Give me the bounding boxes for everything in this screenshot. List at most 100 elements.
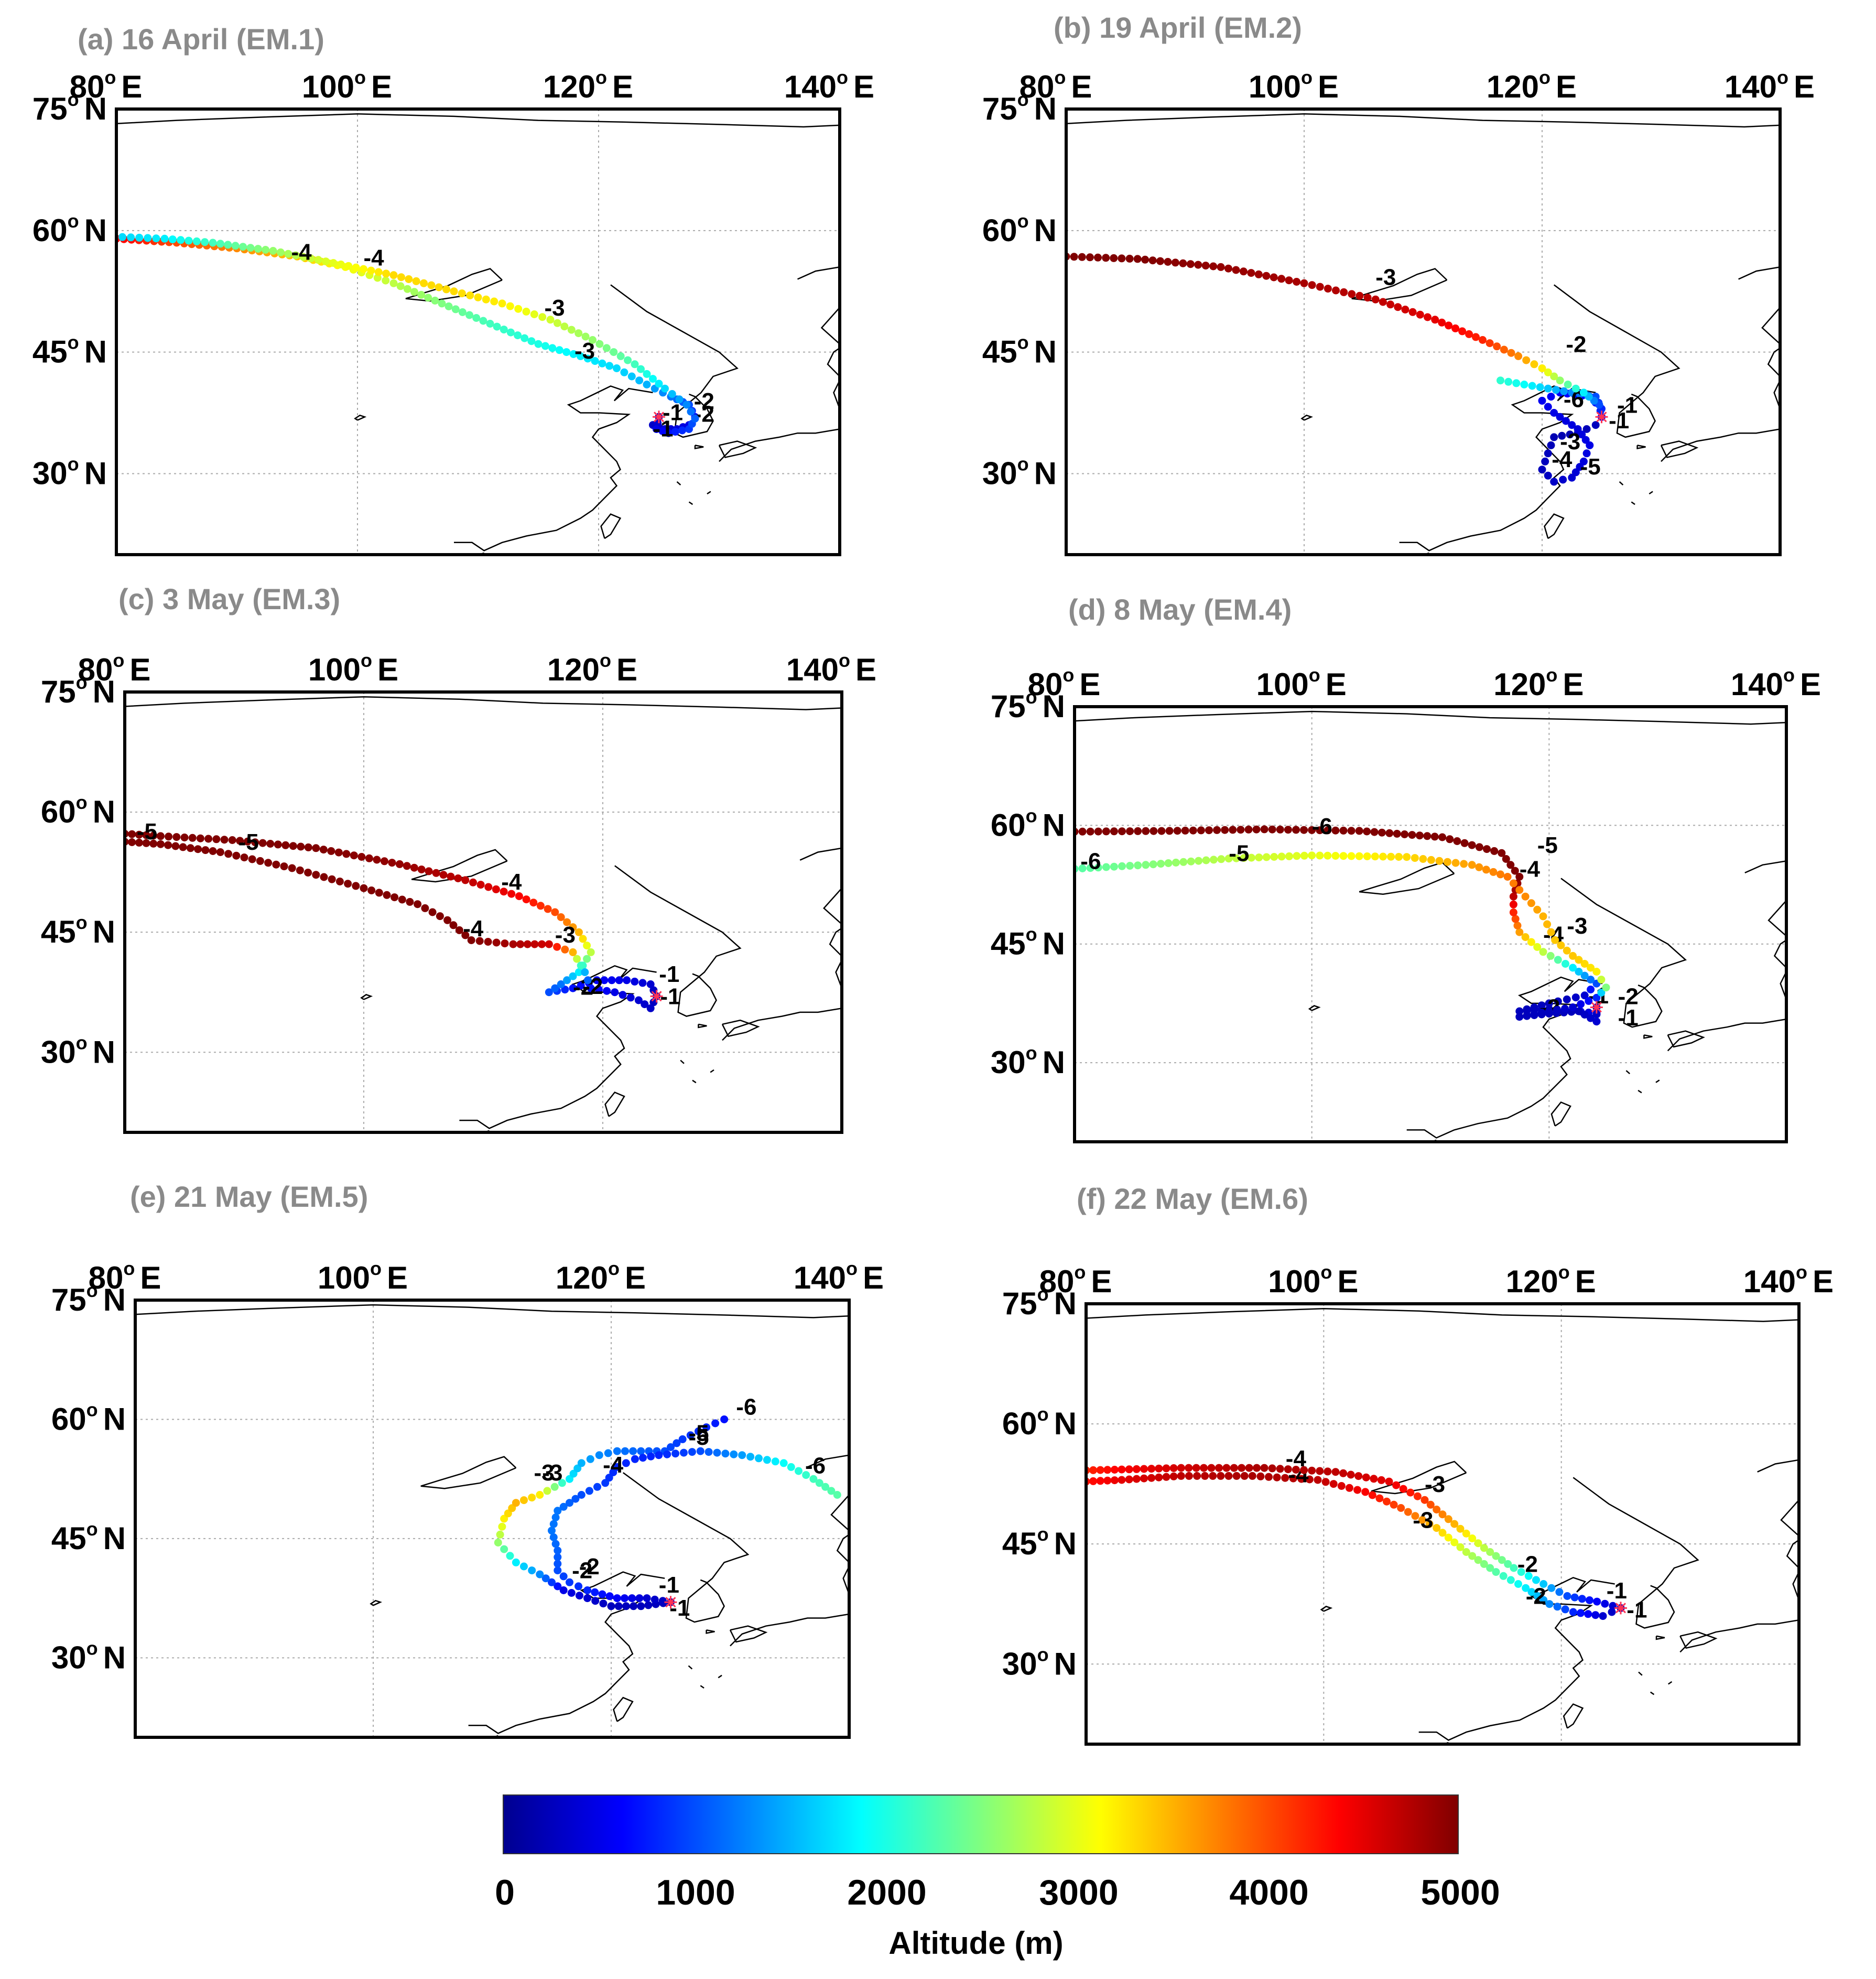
trajectory-point — [1262, 853, 1271, 861]
trajectory-point — [1300, 826, 1308, 834]
trajectory-point — [1408, 308, 1417, 316]
trajectory-point — [616, 352, 625, 360]
trajectory-point — [1425, 1520, 1434, 1528]
trajectory-point — [474, 293, 482, 301]
trajectory-point — [312, 871, 320, 879]
trajectory-point — [1363, 827, 1371, 836]
trajectory-point — [583, 354, 592, 363]
day-label: -1 — [1617, 393, 1638, 418]
trajectory-point — [165, 832, 173, 841]
coastline — [1625, 1070, 1631, 1075]
trajectory-point — [360, 265, 367, 273]
trajectory-point — [605, 1474, 613, 1482]
trajectory-point — [1292, 1466, 1300, 1474]
trajectory-point — [1070, 253, 1078, 261]
trajectory-point — [1268, 825, 1276, 834]
trajectory-point — [248, 855, 256, 863]
coastline — [710, 1069, 714, 1073]
trajectory-point — [251, 838, 259, 847]
trajectory-point — [608, 976, 616, 985]
trajectory-point — [584, 976, 592, 985]
coastline — [1643, 1034, 1653, 1039]
trajectory-point — [587, 948, 595, 956]
trajectory-point — [622, 1602, 630, 1610]
trajectory-point — [1580, 991, 1589, 1000]
trajectory-point — [598, 359, 606, 367]
trajectory-point — [1539, 912, 1547, 921]
trajectory-point — [1395, 853, 1403, 861]
trajectory-point — [201, 846, 210, 855]
trajectory — [125, 838, 661, 1012]
coastline — [1553, 284, 1680, 438]
trajectory-point — [574, 928, 583, 936]
trajectory-point — [600, 976, 609, 985]
trajectory-point — [1277, 852, 1286, 861]
trajectory-point — [216, 240, 224, 248]
trajectory-point — [675, 395, 684, 404]
trajectory-point — [546, 316, 555, 324]
trajectory-point — [541, 342, 549, 350]
trajectory-point — [1545, 999, 1553, 1008]
trajectory-point — [501, 939, 509, 948]
trajectory-point — [1581, 436, 1590, 444]
trajectory-point — [1592, 1010, 1601, 1019]
trajectory-point — [1224, 855, 1233, 863]
trajectory-point — [373, 856, 381, 864]
trajectory-point — [403, 285, 411, 293]
trajectory-point — [342, 850, 351, 858]
trajectory-point — [239, 243, 247, 251]
trajectory-point — [550, 1483, 559, 1491]
trajectory-point — [344, 262, 353, 270]
coastline — [622, 1472, 750, 1623]
trajectory-point — [1332, 286, 1340, 295]
trajectory-point — [1331, 852, 1340, 860]
trajectory-point — [516, 940, 525, 948]
trajectory-point — [1499, 1572, 1508, 1580]
trajectory-point — [569, 984, 577, 992]
coastline — [722, 960, 842, 1041]
trajectory-point — [1608, 1608, 1616, 1616]
trajectory-point — [583, 942, 591, 950]
trajectory-point — [1353, 1486, 1362, 1494]
trajectory-point — [1110, 1466, 1119, 1474]
lon-tick-label: 140o E — [784, 67, 874, 104]
trajectory-point — [1406, 1488, 1415, 1497]
trajectory-point — [627, 372, 636, 381]
trajectory-point — [1503, 873, 1512, 881]
trajectory-point — [1538, 466, 1546, 474]
lon-tick-label: 80o E — [89, 1258, 161, 1295]
trajectory-point — [771, 1457, 779, 1466]
lat-tick-label: 45o N — [1002, 1523, 1077, 1561]
trajectory-point — [538, 313, 547, 321]
trajectory-point — [598, 1590, 606, 1598]
coastline — [718, 440, 757, 458]
trajectory-point — [1537, 1009, 1546, 1017]
trajectory-point — [383, 891, 391, 899]
trajectory-point — [1375, 1494, 1384, 1502]
trajectory-point — [1141, 255, 1150, 264]
trajectory-point — [558, 1479, 566, 1487]
trajectory-point — [1419, 855, 1427, 863]
trajectory-point — [605, 362, 614, 370]
trajectory-point — [1157, 860, 1165, 868]
trajectory-point — [228, 836, 236, 844]
trajectory-point — [1347, 827, 1356, 835]
trajectory — [1066, 252, 1606, 421]
trajectory-point — [1546, 951, 1555, 960]
lat-tick-label: 45o N — [32, 332, 107, 370]
day-label: -4 — [364, 245, 385, 271]
trajectory-point — [1453, 837, 1461, 845]
trajectory-point — [280, 862, 288, 871]
map-frame — [1065, 107, 1782, 556]
coastline — [820, 291, 840, 345]
trajectory-point — [589, 336, 597, 344]
trajectory-point — [1451, 859, 1460, 867]
trajectory-point — [512, 1558, 520, 1566]
trajectory-point — [1498, 1556, 1506, 1564]
trajectory-point — [1580, 971, 1589, 980]
map-frame — [1085, 1302, 1801, 1746]
trajectory-point — [1566, 430, 1574, 439]
trajectory-point — [577, 981, 585, 990]
trajectory-point — [1553, 1603, 1561, 1611]
trajectory-point — [1506, 861, 1515, 869]
